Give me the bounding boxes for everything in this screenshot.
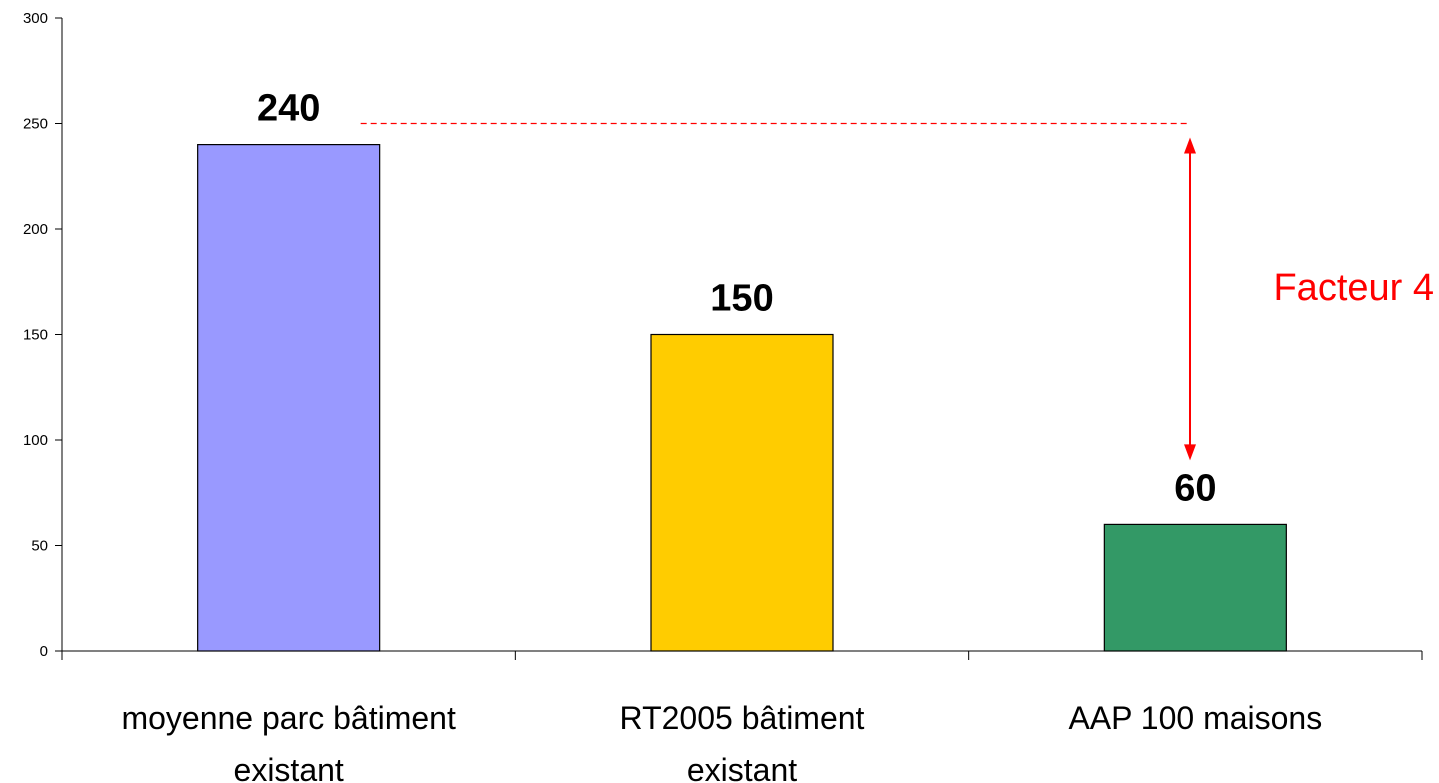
y-axis: 0 50 100 150 200 250 300	[23, 10, 63, 660]
data-label: 240	[257, 88, 320, 130]
value-labels: 240 150 60	[257, 88, 1217, 510]
bars	[197, 144, 1287, 652]
annotation-label: Facteur 4	[1273, 267, 1434, 309]
arrow-down-icon	[1184, 444, 1196, 461]
bar	[1103, 523, 1287, 652]
data-label: 60	[1174, 467, 1216, 509]
factor-annotation: Facteur 4	[360, 122, 1434, 461]
x-tick-label-line: RT2005 bâtiment	[620, 700, 865, 736]
data-label: 150	[710, 278, 773, 320]
bar	[197, 144, 381, 652]
y-tick-label: 150	[23, 327, 48, 344]
y-tick-label: 250	[23, 116, 48, 133]
y-tick-label: 50	[31, 538, 48, 555]
x-tick-label: AAP 100 maisons	[1068, 700, 1322, 736]
y-tick-label: 300	[23, 10, 48, 27]
x-tick-label-line: existant	[687, 752, 797, 783]
y-tick-label: 100	[23, 432, 48, 449]
y-tick-label: 0	[40, 643, 48, 660]
x-tick-label-line: existant	[234, 752, 344, 783]
x-tick-label: RT2005 bâtiment existant	[620, 700, 865, 783]
x-tick-label-line: moyenne parc bâtiment	[121, 700, 456, 736]
x-tick-label: moyenne parc bâtiment existant	[121, 700, 456, 783]
bar	[650, 333, 834, 652]
x-tick-label-line: AAP 100 maisons	[1068, 700, 1322, 736]
arrow-up-icon	[1184, 137, 1196, 154]
y-tick-label: 200	[23, 221, 48, 238]
